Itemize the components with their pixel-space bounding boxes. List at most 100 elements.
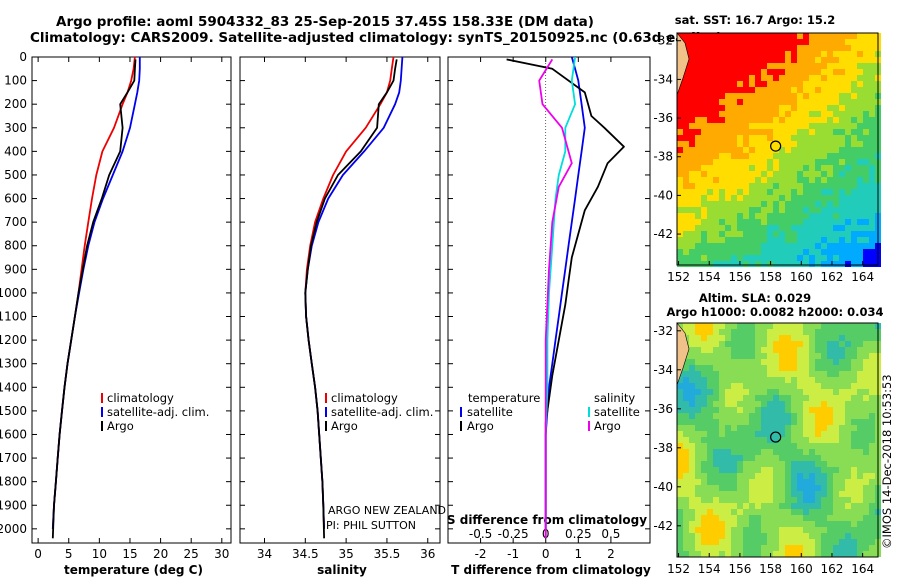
map-cell [833, 425, 839, 431]
map-cell [803, 341, 809, 347]
map-x-tick-label: 160 [790, 270, 813, 284]
map-cell [743, 87, 749, 93]
map-cell [695, 255, 701, 261]
map-cell [677, 437, 683, 443]
map-cell [821, 69, 827, 75]
map-cell [749, 105, 755, 111]
map-cell [857, 389, 863, 395]
map-cell [815, 395, 821, 401]
map-cell [713, 261, 719, 267]
map-cell [851, 195, 857, 201]
map-cell [755, 99, 761, 105]
map-cell [821, 45, 827, 51]
map-cell [851, 213, 857, 219]
map-cell [749, 213, 755, 219]
map-cell [815, 69, 821, 75]
map-cell [791, 509, 797, 515]
map-cell [695, 87, 701, 93]
depth-tick-label: 0 [19, 50, 27, 64]
map-cell [779, 497, 785, 503]
map-cell [839, 45, 845, 51]
map-cell [701, 141, 707, 147]
salinity-panel: 34 34.5 35 35.5 36salinityclimatologysatelli… [239, 56, 446, 577]
map-cell [851, 359, 857, 365]
map-cell [749, 437, 755, 443]
map-cell [803, 243, 809, 249]
map-cell [839, 527, 845, 533]
map-cell [845, 159, 851, 165]
map-cell [725, 87, 731, 93]
map-cell [767, 425, 773, 431]
map-cell [845, 413, 851, 419]
map-cell [821, 449, 827, 455]
map-cell [857, 201, 863, 207]
map-cell [791, 69, 797, 75]
map-cell [719, 383, 725, 389]
map-cell [791, 57, 797, 63]
map-cell [779, 449, 785, 455]
map-cell [863, 347, 869, 353]
map-cell [743, 521, 749, 527]
map-cell [755, 237, 761, 243]
map-cell [725, 383, 731, 389]
map-cell [851, 419, 857, 425]
map-cell [773, 539, 779, 545]
map-cell [827, 87, 833, 93]
map-cell [695, 401, 701, 407]
map-cell [845, 365, 851, 371]
map-cell [809, 57, 815, 63]
map-cell [809, 171, 815, 177]
map-cell [695, 479, 701, 485]
map-cell [689, 81, 695, 87]
map-cell [773, 231, 779, 237]
map-cell [731, 539, 737, 545]
map-cell [839, 389, 845, 395]
map-cell [791, 359, 797, 365]
map-cell [827, 467, 833, 473]
map-cell [743, 401, 749, 407]
map-cell [743, 353, 749, 359]
map-cell [677, 425, 683, 431]
map-cell [827, 81, 833, 87]
map-cell [713, 401, 719, 407]
map-cell [755, 521, 761, 527]
map-cell [713, 255, 719, 261]
map-cell [785, 359, 791, 365]
map-cell [743, 413, 749, 419]
map-cell [869, 329, 875, 335]
map-cell [737, 527, 743, 533]
map-cell [755, 123, 761, 129]
map-cell [719, 87, 725, 93]
map-cell [725, 527, 731, 533]
map-cell [869, 51, 875, 57]
map-cell [707, 81, 713, 87]
map-cell [731, 413, 737, 419]
map-cell [821, 545, 827, 551]
map-cell [863, 93, 869, 99]
map-cell [707, 329, 713, 335]
map-cell [791, 195, 797, 201]
map-cell [827, 329, 833, 335]
map-cell [713, 491, 719, 497]
map-cell [839, 545, 845, 551]
map-cell [689, 485, 695, 491]
map-cell [803, 455, 809, 461]
map-cell [869, 93, 875, 99]
map-cell [785, 443, 791, 449]
map-cell [845, 533, 851, 539]
map-cell [725, 255, 731, 261]
map-cell [707, 413, 713, 419]
map-cell [749, 87, 755, 93]
map-cell [689, 261, 695, 267]
map-cell [743, 75, 749, 81]
map-cell [707, 479, 713, 485]
map-cell [857, 545, 863, 551]
map-cell [749, 177, 755, 183]
map-cell [863, 57, 869, 63]
map-cell [857, 117, 863, 123]
map-cell [743, 93, 749, 99]
map-cell [767, 177, 773, 183]
map-cell [725, 329, 731, 335]
map-cell [851, 425, 857, 431]
